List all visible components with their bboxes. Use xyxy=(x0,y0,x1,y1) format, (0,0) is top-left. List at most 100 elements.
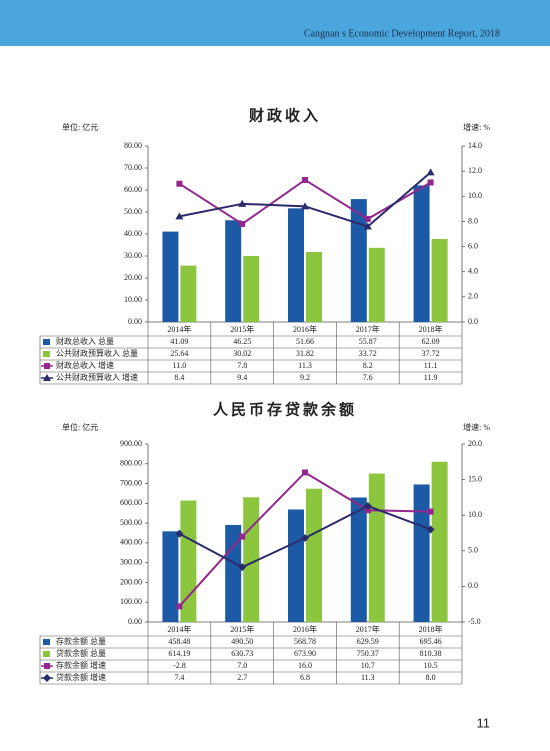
table-value: 25.64 xyxy=(170,349,188,358)
bar xyxy=(288,208,304,322)
marker xyxy=(363,222,372,230)
y2-tick-label: 0.0 xyxy=(468,581,478,590)
x-tick-label: 2015年 xyxy=(230,624,254,634)
marker xyxy=(44,363,50,369)
table-value: 51.66 xyxy=(296,337,314,346)
y2-tick-label: 12.0 xyxy=(468,166,482,175)
table-value: -2.8 xyxy=(173,661,186,670)
y-tick-label: 0.00 xyxy=(128,317,142,326)
table-value: 11.1 xyxy=(424,361,438,370)
table-value: 11.9 xyxy=(424,373,438,382)
table-value: 7.8 xyxy=(237,361,247,370)
marker xyxy=(363,501,372,510)
table-value: 7.6 xyxy=(363,373,373,382)
table-value: 46.25 xyxy=(233,337,251,346)
marker xyxy=(302,469,308,476)
y-tick-label: 50.00 xyxy=(124,207,142,216)
marker xyxy=(175,529,184,538)
marker xyxy=(364,215,371,222)
marker xyxy=(176,603,183,610)
y-tick-label: 10.00 xyxy=(124,295,142,304)
chart-title: 人民币存贷款余额 xyxy=(213,400,357,418)
bar xyxy=(350,199,367,322)
marker xyxy=(426,168,435,176)
table-value: 6.8 xyxy=(300,673,310,682)
x-tick-label: 2015年 xyxy=(230,324,254,334)
y2-tick-label: 20.0 xyxy=(468,439,482,448)
marker xyxy=(427,179,434,186)
y-tick-label: 900.00 xyxy=(120,439,142,448)
table-value: 490.50 xyxy=(231,637,253,646)
bar xyxy=(180,265,197,322)
marker xyxy=(43,674,51,682)
y-tick-label: 20.00 xyxy=(124,273,142,282)
y2-tick-label: 6.0 xyxy=(468,241,478,250)
legend-key xyxy=(43,351,50,357)
x-tick-label: 2018年 xyxy=(419,324,443,334)
marker xyxy=(238,563,247,572)
marker xyxy=(175,212,184,220)
table-value: 11.3 xyxy=(298,361,312,370)
table-value: 629.59 xyxy=(357,637,379,646)
y-tick-label: 200.00 xyxy=(120,577,142,586)
legend-label: 存款余额 总量 xyxy=(56,636,106,646)
table-value: 9.4 xyxy=(237,373,247,382)
marker xyxy=(44,663,50,669)
table-value: 810.38 xyxy=(420,649,442,658)
x-tick-label: 2018年 xyxy=(419,624,443,634)
bar xyxy=(225,524,242,622)
y2-tick-label: 10.0 xyxy=(468,510,482,519)
x-tick-label: 2014年 xyxy=(167,624,191,634)
page-number: 11 xyxy=(477,715,491,730)
x-tick-label: 2014年 xyxy=(167,324,191,334)
table-value: 568.78 xyxy=(294,637,316,646)
y2-tick-label: 8.0 xyxy=(468,216,478,225)
y-tick-label: 0.00 xyxy=(128,617,142,626)
table-value: 630.73 xyxy=(231,649,253,658)
table-value: 614.19 xyxy=(168,649,190,658)
y2-tick-label: 15.0 xyxy=(468,474,482,483)
chart-title: 财政收入 xyxy=(249,106,321,124)
table-value: 10.7 xyxy=(361,661,375,670)
bar xyxy=(368,247,385,322)
marker xyxy=(426,525,435,534)
table-value: 8.0 xyxy=(426,673,436,682)
bar xyxy=(431,239,448,322)
marker xyxy=(238,199,247,207)
y2-tick-label: 10.0 xyxy=(468,191,482,200)
legend-key xyxy=(43,639,50,645)
table-value: 9.2 xyxy=(300,373,310,382)
x-tick-label: 2016年 xyxy=(293,324,317,334)
y-tick-label: 30.00 xyxy=(124,251,142,260)
bar xyxy=(413,484,430,622)
unit-right: 增速: % xyxy=(463,122,490,132)
bar xyxy=(162,531,179,622)
legend-label: 存款余额 增速 xyxy=(56,660,106,670)
x-tick-label: 2017年 xyxy=(356,324,380,334)
marker xyxy=(43,374,51,381)
legend-key xyxy=(43,339,50,345)
bar xyxy=(431,461,448,622)
marker xyxy=(427,508,434,515)
bar xyxy=(243,497,260,622)
y-tick-label: 700.00 xyxy=(120,478,142,487)
y-tick-label: 70.00 xyxy=(124,163,142,172)
y-tick-label: 100.00 xyxy=(120,597,142,606)
header-bar xyxy=(0,0,550,46)
unit-left: 单位: 亿元 xyxy=(62,422,98,432)
table-value: 62.09 xyxy=(422,337,440,346)
y-tick-label: 300.00 xyxy=(120,557,142,566)
table-value: 37.72 xyxy=(422,349,440,358)
table-value: 673.90 xyxy=(294,649,316,658)
y2-tick-label: -5.0 xyxy=(468,617,481,626)
legend-label: 贷款余额 总量 xyxy=(56,648,106,658)
legend-label: 财政总收入 增速 xyxy=(56,360,114,370)
y2-tick-label: 5.0 xyxy=(468,546,478,555)
y-tick-label: 500.00 xyxy=(120,518,142,527)
bar xyxy=(368,473,385,622)
marker xyxy=(301,202,309,210)
marker xyxy=(176,180,183,187)
table-value: 33.72 xyxy=(359,349,377,358)
table-value: 41.09 xyxy=(170,337,188,346)
